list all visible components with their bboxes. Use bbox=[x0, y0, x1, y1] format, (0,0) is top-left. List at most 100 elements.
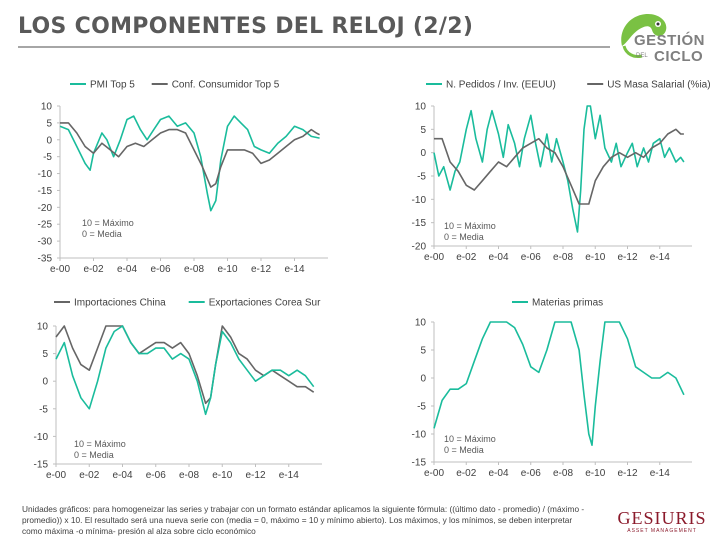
y-tick-label: -5 bbox=[417, 172, 426, 183]
chart-note: 10 = Máximo bbox=[444, 221, 496, 231]
y-tick-label: -15 bbox=[412, 218, 427, 229]
logo-word-ciclo: CICLO bbox=[654, 48, 704, 65]
legend-label: N. Pedidos / Inv. (EEUU) bbox=[446, 80, 556, 91]
y-tick-label: 10 bbox=[415, 102, 427, 113]
legend-item-4-1: Materias primas bbox=[512, 298, 603, 309]
chart-note: 0 = Media bbox=[444, 232, 484, 242]
x-tick-label: e-12 bbox=[251, 264, 271, 272]
x-tick-label: e-04 bbox=[488, 468, 508, 479]
x-tick-label: e-08 bbox=[553, 468, 573, 479]
x-tick-label: e-02 bbox=[456, 252, 476, 263]
y-tick-label: 0 bbox=[46, 135, 52, 146]
legend-item-2-1: N. Pedidos / Inv. (EEUU) bbox=[426, 80, 556, 91]
series-line-1-2 bbox=[60, 122, 320, 188]
page-title: LOS COMPONENTES DEL RELOJ (2/2) bbox=[18, 14, 474, 39]
x-tick-label: e-06 bbox=[521, 468, 541, 479]
y-tick-label: 0 bbox=[420, 374, 426, 385]
x-tick-label: e-14 bbox=[284, 264, 304, 272]
chart-note: 10 = Máximo bbox=[82, 218, 134, 228]
x-tick-label: e-14 bbox=[650, 468, 670, 479]
y-tick-label: 5 bbox=[46, 118, 52, 129]
y-tick-label: -10 bbox=[34, 432, 49, 443]
legend-item-1-2: Conf. Consumidor Top 5 bbox=[151, 80, 280, 91]
legend-item-2-2: US Masa Salarial (%ia) bbox=[587, 80, 711, 91]
y-tick-label: 5 bbox=[42, 349, 48, 360]
series-line-2-1 bbox=[433, 105, 685, 233]
gestion-del-ciclo-logo: GESTIÓN DEL CICLO bbox=[614, 8, 714, 70]
logo-word-gestion: GESTIÓN bbox=[634, 32, 706, 49]
x-tick-label: e-04 bbox=[112, 470, 132, 481]
x-tick-label: e-02 bbox=[456, 468, 476, 479]
x-tick-label: e-00 bbox=[424, 252, 444, 263]
logo-word-del: DEL bbox=[636, 53, 648, 59]
y-tick-label: -15 bbox=[34, 460, 49, 471]
x-tick-label: e-08 bbox=[179, 470, 199, 481]
y-tick-label: -10 bbox=[412, 430, 427, 441]
x-tick-label: e-10 bbox=[212, 470, 232, 481]
legend-label: PMI Top 5 bbox=[90, 80, 135, 91]
y-tick-label: 0 bbox=[42, 377, 48, 388]
x-tick-label: e-14 bbox=[279, 470, 299, 481]
chart-pedidos-masa-salarial-svg: N. Pedidos / Inv. (EEUU) US Masa Salarial… bbox=[412, 80, 711, 264]
gesiuris-logo: GESIURIS ASSET MANAGEMENT bbox=[612, 508, 712, 534]
series-line-1-1 bbox=[59, 115, 320, 212]
title-divider bbox=[18, 46, 610, 48]
series-line-4-1 bbox=[433, 321, 685, 446]
chart-pmi-consumidor-svg: PMI Top 5 Conf. Consumidor Top 5 10 5 0 -5 -10… bbox=[38, 80, 328, 275]
gesiuris-name: GESIURIS bbox=[617, 508, 707, 528]
chart-materias-primas: Materias primas 10 5 0 -5 -10 -15 e-00 e-02 e-04 e… bbox=[392, 294, 716, 490]
chart-pmi-consumidor: PMI Top 5 Conf. Consumidor Top 5 10 5 0 -5 -10… bbox=[10, 76, 340, 275]
chart-note: 10 = Máximo bbox=[74, 439, 126, 449]
y-tick-label: 5 bbox=[420, 125, 426, 136]
series-line-3-2 bbox=[55, 325, 315, 416]
y-tick-label: -20 bbox=[412, 242, 427, 253]
legend-label: Exportaciones Corea Sur bbox=[209, 298, 321, 309]
y-tick-label: -5 bbox=[43, 152, 52, 163]
x-tick-label: e-12 bbox=[617, 252, 637, 263]
gesiuris-subtitle: ASSET MANAGEMENT bbox=[627, 528, 697, 534]
chart-note: 0 = Media bbox=[82, 229, 122, 239]
y-tick-label: -10 bbox=[412, 195, 427, 206]
y-tick-label: 10 bbox=[41, 102, 53, 113]
legend-label: Conf. Consumidor Top 5 bbox=[172, 80, 280, 91]
y-tick-label: -30 bbox=[38, 237, 53, 248]
y-tick-label: -5 bbox=[417, 402, 426, 413]
x-tick-label: e-10 bbox=[585, 468, 605, 479]
y-tick-label: 5 bbox=[420, 346, 426, 357]
legend-item-1-1: PMI Top 5 bbox=[70, 80, 135, 91]
x-tick-label: e-02 bbox=[79, 470, 99, 481]
x-tick-label: e-08 bbox=[553, 252, 573, 263]
y-tick-label: -25 bbox=[38, 220, 53, 231]
x-tick-label: e-00 bbox=[50, 264, 70, 272]
chart-materias-primas-svg: Materias primas 10 5 0 -5 -10 -15e-00 e-02 e-04 e… bbox=[412, 298, 692, 479]
y-tick-label: -15 bbox=[412, 458, 427, 469]
x-tick-label: e-10 bbox=[585, 252, 605, 263]
x-tick-label: e-04 bbox=[117, 264, 137, 272]
legend-label: Materias primas bbox=[532, 298, 603, 309]
y-tick-label: 10 bbox=[37, 322, 49, 333]
x-tick-label: e-00 bbox=[424, 468, 444, 479]
chameleon-icon bbox=[621, 14, 667, 58]
x-tick-label: e-12 bbox=[245, 470, 265, 481]
legend-label: US Masa Salarial (%ia) bbox=[607, 80, 710, 91]
series-line-2-2 bbox=[434, 128, 684, 205]
y-tick-label: -5 bbox=[39, 404, 48, 415]
chart-note: 10 = Máximo bbox=[444, 434, 496, 444]
chart-china-corea: Importaciones China Exportaciones Corea S… bbox=[10, 294, 340, 490]
x-tick-label: e-08 bbox=[184, 264, 204, 272]
y-tick-label: -15 bbox=[38, 186, 53, 197]
chart-note: 0 = Media bbox=[444, 445, 484, 455]
x-tick-label: e-04 bbox=[488, 252, 508, 263]
x-tick-label: e-12 bbox=[617, 468, 637, 479]
x-tick-label: e-02 bbox=[83, 264, 103, 272]
legend-item-3-1: Importaciones China bbox=[54, 298, 166, 309]
x-tick-label: e-00 bbox=[46, 470, 66, 481]
chart-pedidos-masa-salarial: N. Pedidos / Inv. (EEUU) US Masa Salarial… bbox=[392, 76, 716, 272]
chart-china-corea-svg: Importaciones China Exportaciones Corea S… bbox=[34, 298, 322, 481]
x-tick-label: e-06 bbox=[146, 470, 166, 481]
y-tick-label: 0 bbox=[420, 148, 426, 159]
x-tick-label: e-06 bbox=[521, 252, 541, 263]
legend-label: Importaciones China bbox=[74, 298, 166, 309]
y-tick-label: -10 bbox=[38, 169, 53, 180]
chart-note: 0 = Media bbox=[74, 450, 114, 460]
